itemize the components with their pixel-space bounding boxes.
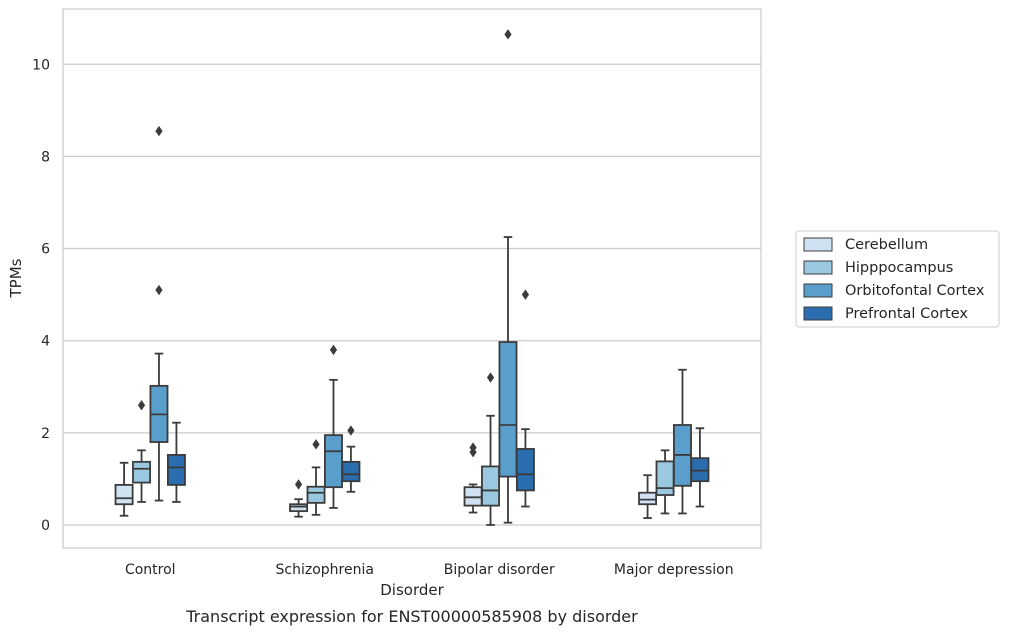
box-plots — [114, 29, 710, 526]
iqr-box — [166, 454, 186, 486]
y-tick-label: 2 — [41, 426, 50, 442]
x-tick-label: Control — [125, 562, 176, 578]
x-tick-label: Major depression — [614, 562, 734, 578]
outlier-point — [312, 439, 320, 450]
y-axis-ticks: 0 2 4 6 8 10 — [32, 57, 50, 534]
iqr-box — [341, 460, 361, 483]
box-orbitofontal-cortex-2 — [498, 29, 518, 524]
iqr-box — [638, 491, 658, 506]
outlier-point — [155, 284, 163, 296]
iqr-box — [114, 483, 134, 506]
legend-label: Orbitofontal Cortex — [845, 283, 985, 299]
box-orbitofontal-cortex-1 — [324, 344, 343, 509]
legend-label: Cerebellum — [845, 237, 928, 253]
y-tick-label: 10 — [32, 57, 50, 73]
legend-label: Hipppocampus — [845, 260, 953, 276]
outlier-point — [137, 399, 146, 411]
box-hipppocampus-0 — [132, 399, 151, 503]
box-cerebellum-0 — [114, 461, 134, 517]
legend-swatch — [803, 260, 833, 275]
legend-swatch — [803, 306, 833, 321]
box-prefrontal-cortex-2 — [515, 289, 535, 508]
outlier-point — [294, 479, 303, 490]
iqr-box — [498, 341, 518, 478]
box-cerebellum-3 — [638, 474, 658, 519]
outlier-point — [486, 372, 495, 383]
box-cerebellum-1 — [289, 479, 309, 518]
iqr-box — [515, 448, 535, 492]
outlier-point — [504, 29, 512, 40]
box-hipppocampus-2 — [481, 372, 500, 526]
y-tick-label: 6 — [41, 242, 50, 258]
outlier-point — [155, 125, 163, 137]
iqr-box — [481, 465, 500, 507]
box-cerebellum-2 — [463, 442, 483, 514]
box-orbitofontal-cortex-3 — [673, 368, 692, 515]
box-hipppocampus-3 — [655, 449, 675, 515]
y-tick-label: 0 — [41, 518, 50, 534]
legend-swatch — [803, 237, 833, 252]
iqr-box — [132, 460, 151, 484]
iqr-box — [690, 457, 710, 483]
legend: Cerebellum Hipppocampus Orbitofontal Corte… — [795, 230, 1000, 328]
box-prefrontal-cortex-0 — [166, 421, 186, 503]
box-hipppocampus-1 — [306, 439, 326, 516]
y-axis-label: TPMs — [7, 258, 25, 298]
iqr-box — [289, 503, 309, 513]
iqr-box — [463, 486, 483, 507]
outlier-point — [347, 425, 355, 436]
y-tick-label: 8 — [41, 149, 50, 165]
y-tick-label: 4 — [41, 334, 50, 350]
x-axis-ticks: Control Schizophrenia Bipolar disorder Majo… — [125, 562, 734, 578]
x-tick-label: Schizophrenia — [276, 562, 374, 578]
outlier-point — [469, 442, 477, 453]
chart-caption: Transcript expression for ENST0000058590… — [185, 607, 638, 626]
iqr-box — [306, 485, 326, 504]
iqr-box — [655, 460, 675, 496]
box-prefrontal-cortex-3 — [690, 427, 710, 508]
box-prefrontal-cortex-1 — [341, 425, 361, 493]
outlier-point — [521, 289, 530, 300]
outlier-point — [329, 344, 338, 356]
plot-frame — [62, 8, 762, 549]
box-orbitofontal-cortex-0 — [149, 125, 169, 502]
legend-label: Prefrontal Cortex — [845, 306, 968, 322]
grid-lines — [63, 63, 761, 526]
legend-swatch — [803, 283, 833, 298]
x-tick-label: Bipolar disorder — [444, 562, 555, 578]
legend-frame — [795, 230, 1000, 328]
x-axis-label: Disorder — [380, 581, 444, 599]
iqr-box — [324, 434, 343, 489]
